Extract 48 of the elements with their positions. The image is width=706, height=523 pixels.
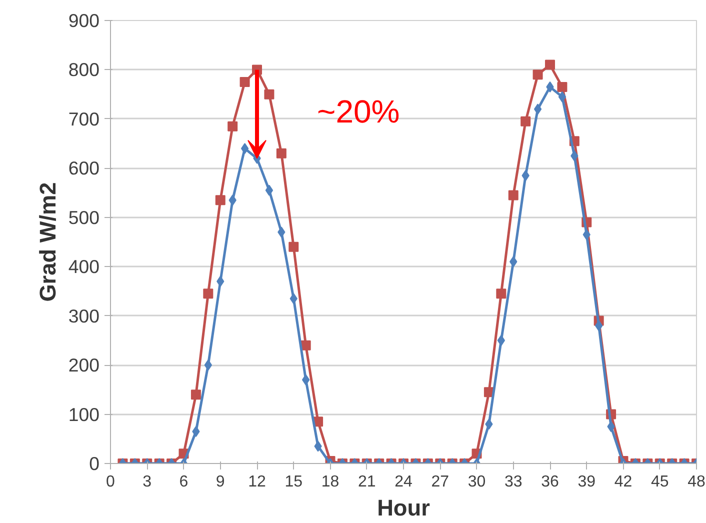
y-axis-title: Grad W/m2 bbox=[34, 182, 60, 302]
point bbox=[300, 340, 311, 350]
x-tick-label: 36 bbox=[541, 474, 559, 490]
point bbox=[240, 142, 249, 154]
x-tick-label: 39 bbox=[578, 474, 596, 490]
point bbox=[545, 60, 555, 70]
point bbox=[534, 104, 542, 115]
y-tick-label: 200 bbox=[68, 354, 100, 376]
y-tick-label: 300 bbox=[68, 305, 100, 326]
x-axis-title: Hour bbox=[377, 494, 430, 520]
x-tick-label: 9 bbox=[216, 474, 225, 490]
y-tick-label: 100 bbox=[68, 404, 100, 425]
x-tick-label: 45 bbox=[650, 474, 669, 490]
y-tick-label: 500 bbox=[68, 206, 100, 228]
x-tick-label: 6 bbox=[179, 474, 188, 490]
point bbox=[265, 184, 274, 196]
x-tick-label: 48 bbox=[688, 474, 706, 490]
y-tick-label: 700 bbox=[68, 108, 100, 130]
x-tick-label: 24 bbox=[394, 474, 412, 490]
point bbox=[203, 288, 214, 299]
x-tick-label: 18 bbox=[321, 474, 340, 490]
y-tick-label: 400 bbox=[68, 256, 100, 278]
point bbox=[520, 116, 531, 126]
y-tick-label: 0 bbox=[89, 453, 100, 474]
point bbox=[496, 288, 506, 299]
y-tick-label: 600 bbox=[68, 158, 100, 179]
point bbox=[276, 148, 286, 158]
point bbox=[532, 70, 543, 80]
point bbox=[228, 121, 238, 132]
x-tick-label: 42 bbox=[614, 474, 632, 490]
point bbox=[240, 77, 250, 88]
annotation: ~20% bbox=[317, 94, 400, 130]
point bbox=[215, 195, 226, 206]
point bbox=[557, 82, 568, 92]
x-tick-label: 15 bbox=[284, 474, 303, 490]
y-tick-label: 800 bbox=[68, 59, 100, 80]
x-tick-label: 30 bbox=[468, 474, 486, 490]
x-tick-label: 12 bbox=[248, 474, 266, 490]
point bbox=[558, 91, 566, 102]
y-tick-label: 900 bbox=[68, 10, 100, 31]
point bbox=[288, 242, 299, 252]
x-tick-label: 33 bbox=[504, 474, 522, 490]
point bbox=[264, 89, 274, 100]
x-tick-label: 27 bbox=[431, 474, 450, 490]
x-tick-label: 21 bbox=[358, 474, 376, 490]
point bbox=[508, 190, 518, 200]
x-tick-label: 0 bbox=[106, 474, 116, 490]
x-tick-label: 3 bbox=[142, 474, 152, 490]
